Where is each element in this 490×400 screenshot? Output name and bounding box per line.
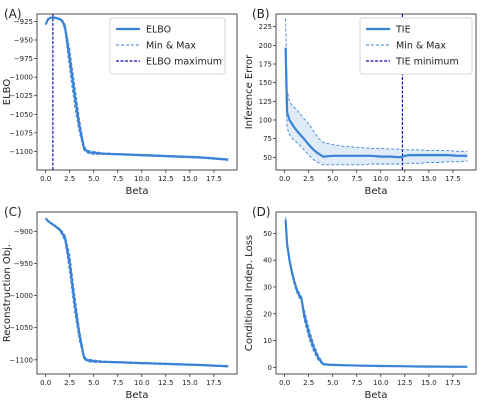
x-tick-label: 7.5 xyxy=(112,379,123,387)
panel-letter: (A) xyxy=(4,7,22,21)
legend-label: ELBO maximum xyxy=(146,57,222,68)
series-line-max xyxy=(285,18,468,152)
y-tick-label: 175 xyxy=(259,61,272,69)
x-tick-label: 2.5 xyxy=(303,379,314,387)
x-tick-label: 5.0 xyxy=(88,379,99,387)
y-tick-label: −1100 xyxy=(9,356,33,364)
y-axis-label: Conditional Indep. Loss xyxy=(244,235,255,351)
series-line-min xyxy=(45,218,229,368)
x-tick-label: 0.0 xyxy=(40,379,51,387)
x-tick-label: 7.5 xyxy=(351,379,362,387)
y-tick-label: −975 xyxy=(14,55,33,63)
legend-label: TIE minimum xyxy=(395,57,459,68)
y-tick-label: −1000 xyxy=(9,74,33,82)
plot-frame xyxy=(36,211,238,375)
x-tick-label: 15.0 xyxy=(421,379,437,387)
series-line-min xyxy=(285,78,468,166)
legend-label: TIE xyxy=(395,25,411,36)
x-tick-label: 5.0 xyxy=(327,379,338,387)
legend-box xyxy=(359,17,473,75)
y-tick-label: 200 xyxy=(259,42,272,50)
series-line-elbo xyxy=(44,16,229,161)
y-tick-label: 40 xyxy=(263,257,272,265)
legend-box xyxy=(109,17,226,75)
legend-label: ELBO xyxy=(146,25,171,36)
y-tick-label: 100 xyxy=(259,116,272,124)
x-tick-label: 5.0 xyxy=(327,175,338,183)
x-tick-label: 10.0 xyxy=(373,175,389,183)
y-axis-label: ELBO xyxy=(2,79,13,106)
y-tick-label: −950 xyxy=(14,260,33,268)
x-axis-label: Beta xyxy=(125,390,148,400)
x-tick-label: 12.5 xyxy=(397,379,413,387)
x-tick-label: 17.5 xyxy=(445,379,461,387)
x-tick-label: 2.5 xyxy=(64,175,75,183)
x-tick-label: 2.5 xyxy=(64,379,75,387)
panel-letter: (C) xyxy=(4,205,22,219)
legend-label: Min & Max xyxy=(396,41,446,52)
series-line-max xyxy=(45,217,229,367)
x-axis-label: Beta xyxy=(364,390,387,400)
y-tick-label: 75 xyxy=(263,135,272,143)
legend-label: Min & Max xyxy=(146,41,196,52)
series-line-min xyxy=(45,18,229,161)
plot-frame xyxy=(275,13,477,171)
x-tick-label: 7.5 xyxy=(112,175,123,183)
x-tick-label: 15.0 xyxy=(182,379,198,387)
x-axis-label: Beta xyxy=(364,186,387,197)
panel-letter: (D) xyxy=(252,205,271,219)
series-line-conditional-indep-loss xyxy=(284,219,468,368)
x-tick-label: 17.5 xyxy=(206,175,222,183)
y-tick-label: −1000 xyxy=(9,292,33,300)
y-tick-label: 50 xyxy=(263,154,272,162)
x-tick-label: 17.5 xyxy=(206,379,222,387)
x-tick-label: 10.0 xyxy=(134,175,150,183)
x-tick-label: 12.5 xyxy=(158,175,174,183)
y-tick-label: 125 xyxy=(259,98,272,106)
x-tick-label: 12.5 xyxy=(158,379,174,387)
x-tick-label: 7.5 xyxy=(351,175,362,183)
series-line-reconstruction-obj- xyxy=(44,217,229,368)
series-line-max xyxy=(285,217,468,367)
series-line-min xyxy=(285,222,468,368)
y-tick-label: −950 xyxy=(14,37,33,45)
x-tick-label: 15.0 xyxy=(182,175,198,183)
x-tick-label: 5.0 xyxy=(88,175,99,183)
y-tick-label: 20 xyxy=(263,310,272,318)
y-axis-label: Reconstruction Obj. xyxy=(2,244,13,342)
y-tick-label: 225 xyxy=(259,23,272,31)
y-tick-label: −1050 xyxy=(9,111,33,119)
x-tick-label: 0.0 xyxy=(40,175,51,183)
x-tick-label: 2.5 xyxy=(303,175,314,183)
panel-letter: (B) xyxy=(252,7,270,21)
plot-frame xyxy=(36,13,238,171)
y-tick-label: −1100 xyxy=(9,148,33,156)
series-line-max xyxy=(45,16,229,160)
x-tick-label: 17.5 xyxy=(445,175,461,183)
y-tick-label: −1075 xyxy=(9,129,33,137)
x-tick-label: 12.5 xyxy=(397,175,413,183)
y-tick-label: 50 xyxy=(263,230,272,238)
y-tick-label: 30 xyxy=(263,283,272,291)
y-axis-label: Inference Error xyxy=(244,54,255,129)
y-tick-label: −1050 xyxy=(9,324,33,332)
y-tick-label: 0 xyxy=(268,364,272,372)
x-axis-label: Beta xyxy=(125,186,148,197)
x-tick-label: 0.0 xyxy=(279,175,290,183)
y-tick-label: 10 xyxy=(263,337,272,345)
y-tick-label: −1025 xyxy=(9,92,33,100)
x-tick-label: 15.0 xyxy=(421,175,437,183)
x-tick-label: 10.0 xyxy=(134,379,150,387)
series-line-tie xyxy=(284,47,468,159)
y-tick-label: 150 xyxy=(259,79,272,87)
y-tick-label: −925 xyxy=(14,18,33,26)
x-tick-label: 10.0 xyxy=(373,379,389,387)
x-tick-label: 0.0 xyxy=(279,379,290,387)
plot-frame xyxy=(275,211,477,375)
y-tick-label: −900 xyxy=(14,228,33,236)
